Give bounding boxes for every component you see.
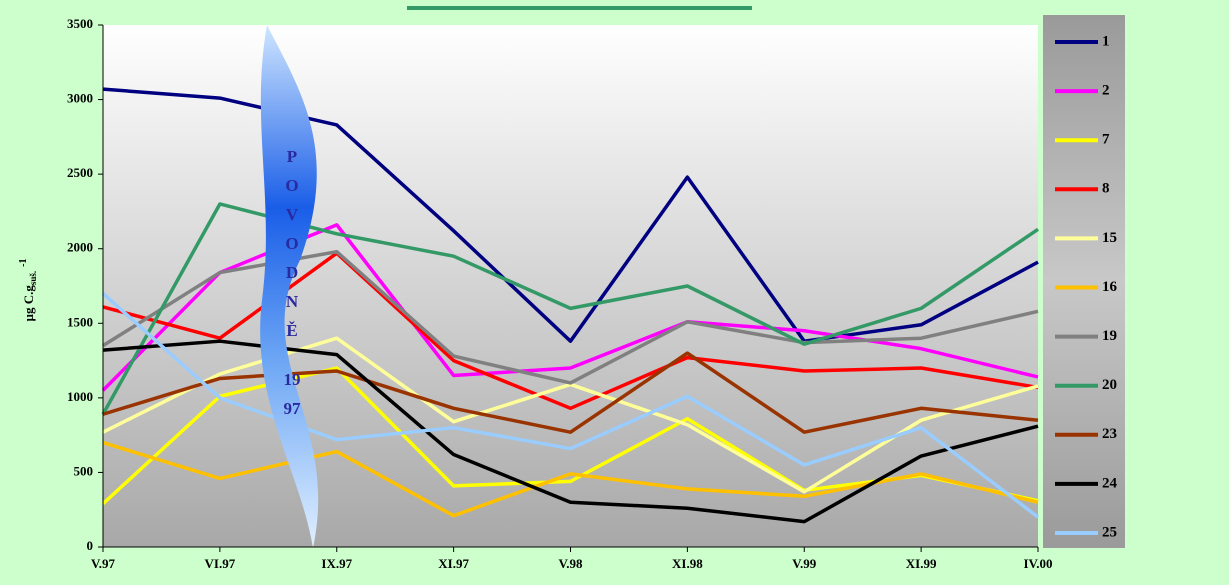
- legend-label: 20: [1102, 377, 1117, 393]
- y-tick-label: 0: [87, 538, 94, 553]
- y-tick-label: 1500: [67, 314, 93, 329]
- y-tick-label: 500: [74, 463, 94, 478]
- annotation-text: O: [285, 176, 298, 195]
- y-tick-label: 3500: [67, 16, 93, 31]
- y-label-main: µg C.g: [21, 285, 36, 322]
- series-line: [102, 339, 1039, 524]
- series-line: [101, 223, 1039, 392]
- annotation-text: D: [286, 263, 298, 282]
- y-tick-label: 3000: [67, 91, 93, 106]
- legend-label: 23: [1102, 426, 1117, 442]
- plot-area: [103, 25, 1038, 547]
- annotation-text: V: [286, 205, 299, 224]
- legend-label: 7: [1102, 132, 1110, 148]
- legend-box: [1043, 15, 1125, 548]
- series-line: [102, 249, 1039, 385]
- series-line: [102, 87, 1039, 343]
- legend-label: 24: [1102, 475, 1118, 491]
- x-tick-label: XI.97: [438, 556, 469, 571]
- legend-label: 19: [1102, 328, 1117, 344]
- y-axis-label: µg C.gsuš. -1: [18, 259, 38, 322]
- annotation-text: N: [286, 292, 299, 311]
- legend-label: 2: [1102, 83, 1110, 99]
- series-line: [102, 440, 1039, 518]
- series-line: [101, 202, 1039, 416]
- annotation-text: Ě: [286, 321, 297, 340]
- header-bar: [407, 6, 752, 10]
- flood-banner: [260, 25, 319, 548]
- series-line: [102, 251, 1039, 411]
- annotation-text: 97: [284, 399, 302, 418]
- x-tick-label: XI.99: [906, 556, 937, 571]
- y-tick-label: 1000: [67, 389, 93, 404]
- legend-label: 25: [1102, 524, 1117, 540]
- annotation-text: 19: [284, 370, 301, 389]
- legend-label: 15: [1102, 230, 1117, 246]
- y-tick-label: 2500: [67, 165, 93, 180]
- x-tick-label: IX.97: [321, 556, 352, 571]
- x-tick-label: V.97: [91, 556, 115, 571]
- y-label-sub: suš.: [28, 271, 38, 285]
- annotation-text: O: [285, 234, 298, 253]
- y-tick-label: 2000: [67, 240, 93, 255]
- annotation-text: P: [287, 147, 297, 166]
- y-label-sup: -1: [18, 259, 29, 267]
- x-tick-label: V.98: [559, 556, 583, 571]
- x-tick-label: XI.98: [672, 556, 703, 571]
- series-line: [101, 292, 1040, 519]
- legend-label: 8: [1102, 181, 1110, 197]
- legend-label: 16: [1102, 279, 1118, 295]
- series-line: [102, 351, 1039, 434]
- x-tick-label: IV.00: [1023, 556, 1052, 571]
- legend-label: 1: [1102, 33, 1110, 49]
- x-tick-label: VI.97: [205, 556, 236, 571]
- x-tick-label: V.99: [792, 556, 816, 571]
